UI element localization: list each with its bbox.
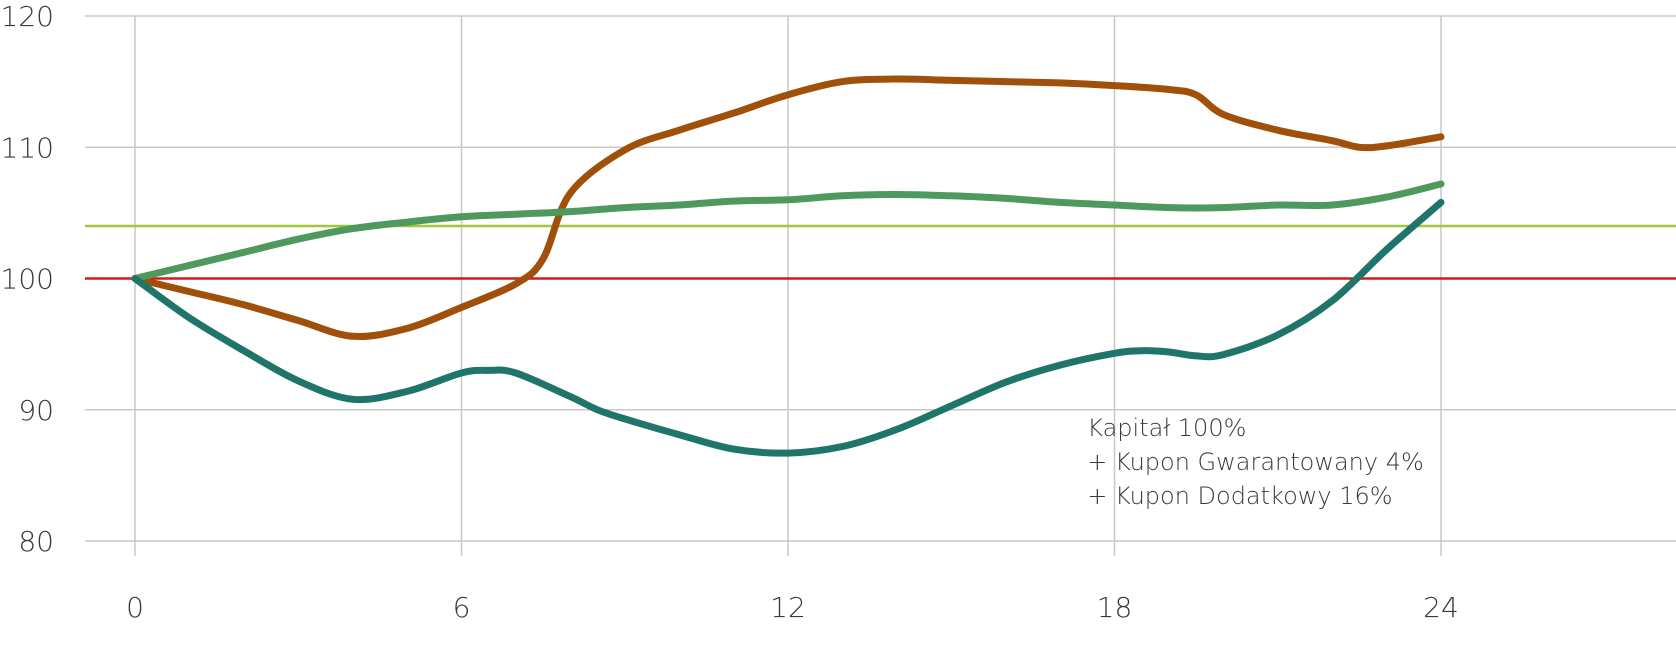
annotation-line-3: + Kupon Dodatkowy 16% <box>1087 482 1392 510</box>
y-tick-label-110: 110 <box>1 131 54 164</box>
y-tick-label-80: 80 <box>18 525 54 558</box>
x-tick-label-12: 12 <box>770 591 806 624</box>
x-tick-label-0: 0 <box>126 591 144 624</box>
tick-labels: 80 90 100 110 120 0 6 12 18 24 <box>1 0 1459 624</box>
y-tick-label-120: 120 <box>1 0 54 33</box>
annotation-line-2: + Kupon Gwarantowany 4% <box>1087 448 1424 476</box>
y-tick-label-100: 100 <box>1 263 54 296</box>
series-line-1 <box>131 75 1445 341</box>
x-tick-label-24: 24 <box>1423 591 1459 624</box>
series-line-2 <box>131 180 1445 282</box>
y-tick-label-90: 90 <box>18 394 54 427</box>
x-tick-label-6: 6 <box>453 591 471 624</box>
annotation: Kapitał 100% + Kupon Gwarantowany 4% + Kup… <box>1087 414 1424 510</box>
grid-lines <box>85 15 1676 556</box>
series-line-3 <box>131 198 1445 457</box>
annotation-line-1: Kapitał 100% <box>1087 414 1246 442</box>
series-lines <box>131 75 1445 457</box>
x-tick-label-18: 18 <box>1097 591 1133 624</box>
